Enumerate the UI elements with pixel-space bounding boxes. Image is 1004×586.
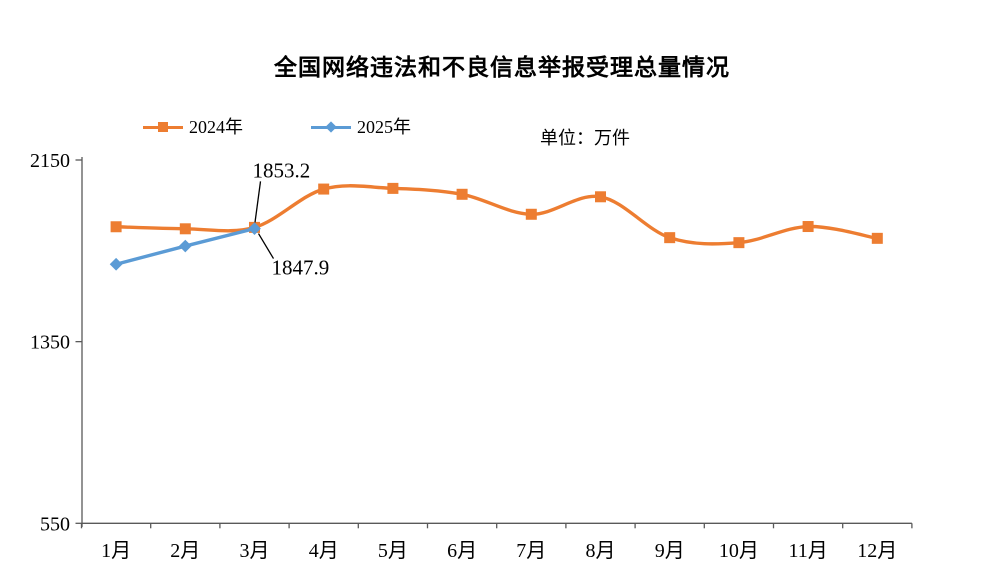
chart-title: 全国网络违法和不良信息举报受理总量情况: [274, 54, 730, 80]
data-point-square-icon: [871, 232, 883, 244]
x-tick-label: 12月: [857, 540, 897, 562]
y-tick-label: 550: [40, 513, 70, 535]
data-label: 1853.2: [253, 158, 311, 182]
annotation-leader-line: [254, 181, 262, 223]
x-tick-label: 7月: [516, 540, 546, 562]
legend-label-2025: 2025年: [357, 117, 411, 137]
data-point-diamond-icon: [109, 257, 123, 271]
data-point-square-icon: [525, 208, 537, 220]
data-point-square-icon: [387, 182, 399, 194]
x-tick-label: 1月: [101, 540, 131, 562]
data-point-diamond-icon: [178, 239, 192, 253]
x-tick-label: 2月: [170, 540, 200, 562]
legend-swatch-square-icon: [143, 120, 183, 134]
data-point-square-icon: [595, 191, 606, 203]
x-tick-label: 8月: [586, 540, 616, 562]
data-point-square-icon: [318, 183, 330, 195]
y-tick-label: 2150: [30, 150, 70, 172]
unit-label: 单位：万件: [540, 128, 630, 148]
data-point-square-icon: [110, 221, 122, 233]
annotation-leader-line: [257, 233, 275, 259]
legend-item-2025: 2025年: [311, 117, 411, 137]
data-point-square-icon: [456, 188, 468, 200]
data-label: 1847.9: [272, 256, 330, 280]
data-point-square-icon: [733, 237, 745, 249]
data-point-square-icon: [664, 232, 676, 244]
legend-item-2024: 2024年: [143, 117, 243, 137]
legend-label-2024: 2024年: [189, 117, 243, 137]
data-point-diamond-icon: [248, 222, 261, 235]
x-tick-label: 6月: [447, 540, 477, 562]
x-tick-label: 10月: [719, 540, 759, 562]
legend-swatch-diamond-icon: [311, 120, 351, 134]
x-tick-label: 9月: [655, 540, 685, 562]
data-point-square-icon: [802, 221, 814, 233]
data-point-square-icon: [179, 223, 191, 235]
x-tick-label: 4月: [309, 540, 339, 562]
x-tick-label: 3月: [240, 540, 270, 562]
x-tick-label: 11月: [788, 540, 827, 562]
x-tick-label: 5月: [378, 540, 408, 562]
y-tick-label: 1350: [30, 332, 70, 354]
